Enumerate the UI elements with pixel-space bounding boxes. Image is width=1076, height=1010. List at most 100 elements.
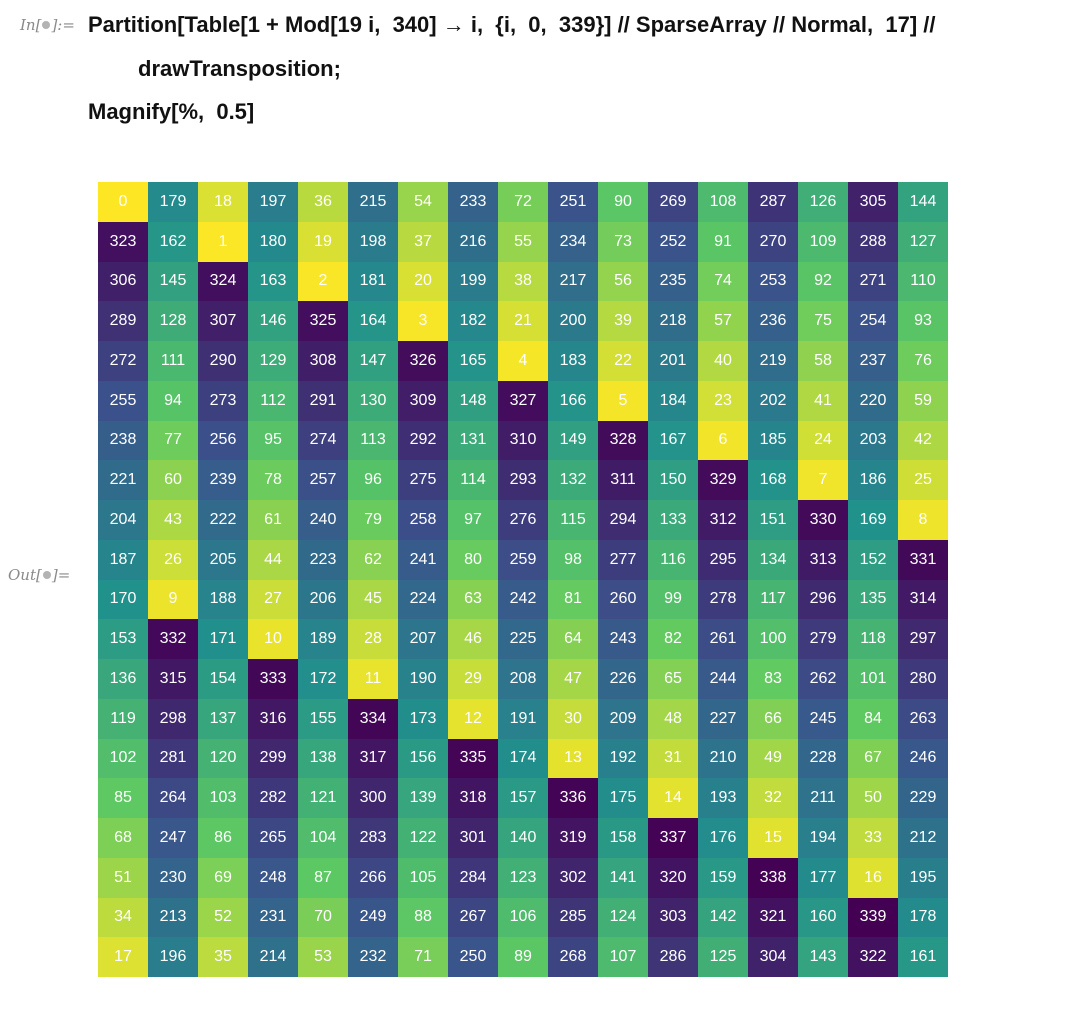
grid-cell: 6: [698, 420, 748, 461]
grid-cell: 266: [348, 857, 398, 898]
input-code-line-3[interactable]: Magnify[%, 0.5]: [88, 99, 255, 124]
grid-cell: 239: [198, 460, 248, 500]
grid-cell: 314: [898, 579, 948, 620]
grid-cell: 338: [748, 857, 798, 898]
grid-cell: 335: [448, 738, 498, 779]
grid-cell: 58: [798, 341, 848, 381]
grid-cell: 7: [798, 460, 848, 500]
grid-cell: 327: [498, 380, 548, 421]
grid-cell: 107: [598, 937, 648, 977]
grid-cell: 76: [898, 341, 948, 381]
input-code-line-1[interactable]: Partition[Table[1 + Mod[19 i, 340] → i, …: [88, 12, 936, 37]
grid-cell: 113: [348, 420, 398, 461]
grid-cell: 329: [698, 460, 748, 500]
grid-cell: 193: [698, 778, 748, 818]
grid-cell: 51: [98, 857, 148, 898]
grid-cell: 101: [848, 659, 898, 699]
grid-cell: 3: [398, 301, 448, 341]
grid-cell: 292: [398, 420, 448, 461]
grid-cell: 240: [298, 500, 348, 540]
grid-cell: 296: [798, 579, 848, 620]
grid-cell: 308: [298, 341, 348, 381]
grid-cell: 157: [498, 778, 548, 818]
grid-cell: 48: [648, 698, 698, 739]
grid-cell: 334: [348, 698, 398, 739]
grid-cell: 182: [448, 301, 498, 341]
grid-cell: 72: [498, 182, 548, 222]
grid-cell: 304: [748, 937, 798, 977]
grid-cell: 245: [798, 698, 848, 739]
grid-cell: 5: [598, 380, 648, 421]
grid-cell: 63: [448, 579, 498, 620]
grid-cell: 205: [198, 539, 248, 580]
grid-cell: 179: [148, 182, 198, 222]
grid-cell: 46: [448, 619, 498, 659]
grid-cell: 43: [148, 500, 198, 540]
grid-cell: 15: [748, 818, 798, 858]
grid-cell: 199: [448, 261, 498, 302]
output-cell-label: Out[]=: [8, 566, 70, 584]
grid-cell: 54: [398, 182, 448, 222]
grid-cell: 100: [748, 619, 798, 659]
grid-cell: 80: [448, 539, 498, 580]
grid-cell: 90: [598, 182, 648, 222]
grid-cell: 226: [598, 659, 648, 699]
cell-number-dot-icon: [42, 571, 51, 579]
grid-cell: 305: [848, 182, 898, 222]
grid-cell: 326: [398, 341, 448, 381]
grid-cell: 155: [298, 698, 348, 739]
grid-cell: 219: [748, 341, 798, 381]
grid-cell: 270: [748, 221, 798, 262]
grid-cell: 276: [498, 500, 548, 540]
grid-cell: 127: [898, 221, 948, 262]
grid-cell: 166: [548, 380, 598, 421]
grid-cell: 323: [98, 221, 148, 262]
grid-cell: 27: [248, 579, 298, 620]
grid-cell: 319: [548, 818, 598, 858]
grid-cell: 52: [198, 897, 248, 938]
grid-cell: 89: [498, 937, 548, 977]
grid-cell: 287: [748, 182, 798, 222]
grid-cell: 30: [548, 698, 598, 739]
grid-cell: 188: [198, 579, 248, 620]
grid-cell: 79: [348, 500, 398, 540]
grid-cell: 317: [348, 738, 398, 779]
grid-cell: 8: [898, 500, 948, 540]
grid-cell: 306: [98, 261, 148, 302]
grid-cell: 332: [148, 619, 198, 659]
grid-cell: 268: [548, 937, 598, 977]
grid-cell: 124: [598, 897, 648, 938]
grid-cell: 128: [148, 301, 198, 341]
grid-cell: 312: [698, 500, 748, 540]
grid-cell: 253: [748, 261, 798, 302]
transposition-grid: 0 179 18 197 36 215 54 233 72 251 90 269 108 287 126 30…: [98, 182, 948, 977]
grid-cell: 36: [298, 182, 348, 222]
grid-cell: 50: [848, 778, 898, 818]
input-code-line-2[interactable]: drawTransposition;: [138, 56, 341, 81]
grid-cell: 85: [98, 778, 148, 818]
grid-cell: 137: [198, 698, 248, 739]
grid-cell: 328: [598, 420, 648, 461]
grid-cell: 217: [548, 261, 598, 302]
grid-cell: 198: [348, 221, 398, 262]
grid-cell: 104: [298, 818, 348, 858]
grid-cell: 209: [598, 698, 648, 739]
grid-cell: 115: [548, 500, 598, 540]
grid-cell: 70: [298, 897, 348, 938]
grid-cell: 142: [698, 897, 748, 938]
grid-cell: 9: [148, 579, 198, 620]
grid-cell: 141: [598, 857, 648, 898]
grid-cell: 29: [448, 659, 498, 699]
grid-cell: 87: [298, 857, 348, 898]
grid-cell: 99: [648, 579, 698, 620]
grid-cell: 280: [898, 659, 948, 699]
grid-cell: 264: [148, 778, 198, 818]
grid-cell: 123: [498, 857, 548, 898]
grid-cell: 267: [448, 897, 498, 938]
grid-cell: 252: [648, 221, 698, 262]
grid-cell: 331: [898, 539, 948, 580]
grid-cell: 231: [248, 897, 298, 938]
grid-cell: 105: [398, 857, 448, 898]
input-label-prefix: In[: [20, 16, 42, 34]
grid-cell: 307: [198, 301, 248, 341]
